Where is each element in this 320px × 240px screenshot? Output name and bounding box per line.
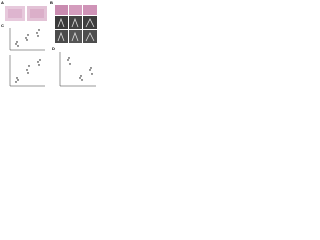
data-point [37,61,39,63]
panel-label: B [50,0,53,5]
data-points [15,29,93,83]
data-point [17,79,19,81]
data-point [38,64,40,66]
data-point [28,65,30,67]
bone-outline [57,17,95,42]
tissue [30,9,44,18]
data-point [69,63,71,65]
data-point [81,79,83,81]
figure: A B C D [1,0,97,87]
data-point [16,41,18,43]
data-point [37,35,39,37]
data-point [15,81,17,83]
image [55,30,68,43]
data-point [67,59,69,61]
panel-label: D [52,46,55,51]
data-point [89,69,91,71]
data-point [79,77,81,79]
data-point [27,72,29,74]
data-point [39,59,41,61]
tissue [8,9,22,18]
data-point [91,73,93,75]
image [83,5,97,15]
scatter-plot [9,28,96,87]
panel-label: C [1,23,4,28]
data-point [26,69,28,71]
data-point [17,45,19,47]
data-point [26,39,28,41]
image-grid [55,5,97,43]
data-point [36,32,38,34]
histology-images [5,6,47,21]
image [69,5,82,15]
panel-label: A [1,0,4,5]
data-point [68,57,70,59]
image [83,16,97,29]
data-point [16,77,18,79]
image [69,30,82,43]
data-point [15,43,17,45]
data-point [90,67,92,69]
image [55,16,68,29]
data-point [80,75,82,77]
image [83,30,97,43]
axis [9,28,45,51]
image [69,16,82,29]
data-point [27,34,29,36]
data-point [25,37,27,39]
axis [59,52,96,87]
image [55,5,68,15]
page: A B C D (() => { const dat [0,0,320,91]
axis [9,55,45,87]
data-point [38,29,40,31]
